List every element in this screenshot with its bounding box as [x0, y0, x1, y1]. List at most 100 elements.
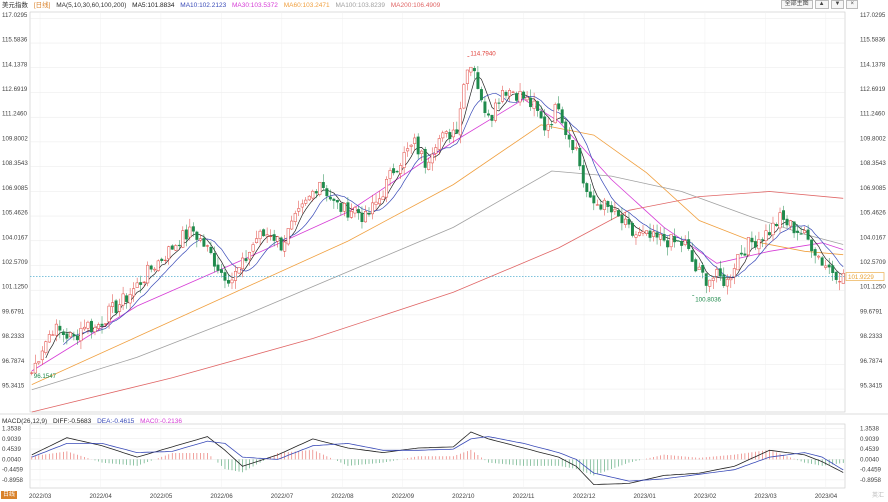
- candle-body: [195, 231, 199, 240]
- y-tick-label-right: 106.9085: [860, 185, 886, 192]
- candle-body: [297, 208, 301, 212]
- candle-body: [641, 231, 645, 234]
- y-tick-label-right: 114.1378: [860, 61, 886, 68]
- candle-body: [423, 149, 427, 168]
- main-plot-frame: [29, 11, 846, 413]
- candle-body: [690, 250, 694, 262]
- candle-body: [602, 199, 606, 210]
- candle-body: [834, 271, 838, 280]
- candle-body: [708, 279, 712, 287]
- candle-body: [258, 230, 262, 240]
- ma-line-ma60: [31, 124, 844, 385]
- candle-body: [490, 114, 494, 121]
- x-tick-label: 2022/10: [452, 493, 475, 500]
- macd-y-tick-left: 0.9039: [2, 436, 21, 443]
- candle-body: [286, 228, 290, 245]
- candle-body: [353, 207, 357, 214]
- candle-body: [564, 121, 568, 136]
- candle-body: [234, 271, 237, 281]
- candle-body: [655, 232, 659, 238]
- macd-dea-line: [31, 436, 844, 482]
- candle-body: [792, 221, 796, 234]
- candle-body: [757, 239, 761, 250]
- x-tick-label: 2023/04: [815, 493, 838, 500]
- y-tick-label-left: 96.7874: [2, 358, 25, 365]
- candle-body: [174, 245, 178, 251]
- candle-body: [662, 234, 666, 241]
- candle-body: [553, 104, 557, 124]
- candle-body: [314, 191, 318, 194]
- period-button[interactable]: 日线: [1, 491, 18, 499]
- candle-body: [817, 255, 821, 258]
- period-tag[interactable]: [日线]: [33, 2, 51, 9]
- move-down-button[interactable]: ▼: [830, 0, 845, 9]
- y-tick-label-left: 98.2333: [2, 333, 25, 340]
- candle-body: [248, 252, 252, 260]
- candle-body: [82, 326, 86, 330]
- candles: [30, 65, 845, 376]
- watermark: 英汇: [871, 493, 884, 499]
- candle-body: [265, 234, 269, 237]
- candle-body: [841, 272, 845, 284]
- main-chart-select-button[interactable]: 全部主图: [780, 0, 813, 9]
- candle-body: [476, 72, 480, 89]
- candle-body: [465, 69, 469, 84]
- candle-body: [539, 111, 543, 119]
- y-tick-label-left: 102.5709: [2, 259, 28, 266]
- macd-y-tick-left: 0.0040: [2, 456, 21, 463]
- candle-body: [753, 241, 757, 248]
- candle-body: [332, 198, 336, 201]
- close-button[interactable]: ×: [846, 0, 858, 9]
- candle-body: [634, 234, 638, 238]
- candle-body: [163, 259, 167, 261]
- candle-body: [304, 199, 308, 204]
- candle-body: [455, 129, 459, 134]
- candle-body: [107, 305, 111, 322]
- move-up-button[interactable]: ▲: [814, 0, 829, 9]
- macd-diff: DIFF:-0.5683: [52, 418, 92, 425]
- candle-body: [244, 258, 248, 262]
- candle-body: [409, 144, 413, 147]
- candle-body: [86, 321, 90, 329]
- y-tick-label-right: 99.6791: [860, 308, 883, 315]
- candle-body: [307, 195, 311, 201]
- candle-body: [420, 150, 424, 154]
- candle-body: [711, 277, 715, 281]
- candle-body: [58, 325, 62, 331]
- candle-body: [342, 203, 346, 212]
- candle-body: [262, 229, 266, 237]
- candle-body: [782, 210, 786, 220]
- candle-body: [820, 257, 824, 266]
- x-tick-label: 2022/08: [331, 493, 354, 500]
- candle-body: [767, 232, 771, 236]
- candle-body: [44, 341, 48, 353]
- candle-body: [209, 246, 213, 254]
- candle-body: [40, 350, 44, 361]
- y-tick-label-right: 117.0295: [860, 12, 886, 19]
- candle-body: [68, 332, 72, 338]
- candle-body: [395, 171, 399, 173]
- candle-body: [230, 279, 234, 284]
- candle-body: [588, 191, 592, 198]
- candle-body: [493, 102, 497, 121]
- macd-histogram: [31, 449, 844, 476]
- current-price-box: [845, 272, 885, 281]
- candle-body: [198, 238, 202, 241]
- candle-body: [574, 146, 578, 149]
- y-tick-label-left: 105.4626: [2, 210, 28, 217]
- candle-body: [219, 269, 223, 273]
- candle-body: [676, 240, 680, 242]
- y-tick-label-right: 115.5836: [860, 37, 886, 44]
- candle-body: [142, 281, 146, 283]
- candle-body: [311, 190, 315, 199]
- candle-body: [61, 331, 65, 335]
- y-tick-label-left: 95.3415: [2, 383, 25, 390]
- candle-body: [613, 208, 617, 212]
- candle-body: [683, 240, 687, 245]
- candle-body: [177, 244, 181, 247]
- ma-line-ma100: [31, 170, 844, 391]
- macd-y-tick-right: 1.3538: [860, 425, 879, 432]
- candle-body: [279, 237, 283, 251]
- candle-body: [388, 170, 392, 179]
- candle-body: [680, 241, 684, 246]
